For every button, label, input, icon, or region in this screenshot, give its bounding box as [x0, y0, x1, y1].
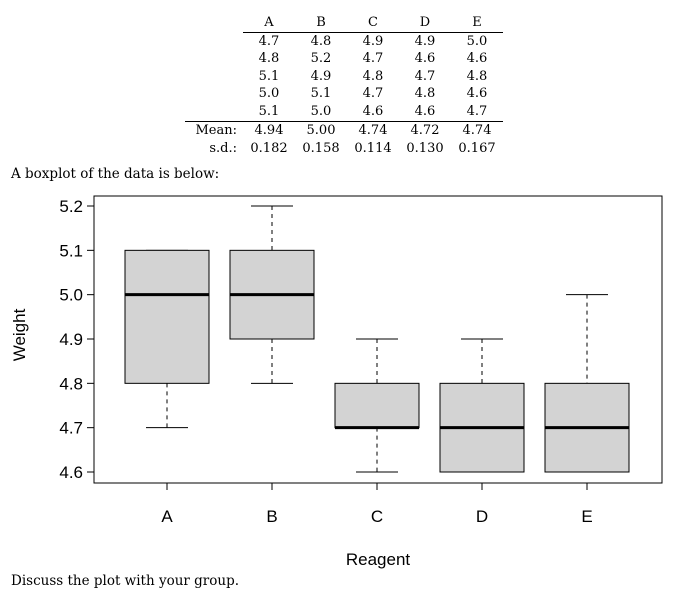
mean-cell: 4.94	[243, 121, 295, 140]
x-axis: A B C D E	[161, 483, 593, 526]
boxes	[124, 205, 630, 473]
table-row: 5.1 5.0 4.6 4.6 4.7	[185, 103, 503, 122]
mean-cell: 4.74	[347, 121, 399, 140]
table-corner	[185, 14, 243, 32]
table-cell: 4.9	[362, 33, 384, 49]
table-cell: 4.7	[466, 103, 488, 119]
table-cell: 4.7	[258, 33, 280, 49]
table-cell: 4.6	[414, 103, 436, 119]
sd-cell: 0.114	[354, 140, 392, 156]
table-cell: 4.7	[362, 86, 384, 101]
table-cell: 5.0	[258, 86, 280, 101]
table-cell: 5.0	[310, 103, 332, 119]
table-col-header: C	[347, 14, 399, 33]
table-row: 5.1 4.9 4.8 4.7 4.8	[185, 68, 503, 86]
sd-cell: 0.182	[250, 140, 288, 156]
box-C	[334, 338, 420, 473]
table-cell: 5.1	[258, 103, 280, 119]
y-tick-label: 5.1	[59, 241, 83, 260]
table-cell: 4.6	[466, 51, 488, 66]
mean-cell: 5.00	[295, 121, 347, 140]
table-row: 5.0 5.1 4.7 4.8 4.6	[185, 85, 503, 103]
table-row: 4.8 5.2 4.7 4.6 4.6	[185, 50, 503, 68]
table-col-header: E	[451, 14, 503, 33]
table-cell: 4.6	[414, 51, 436, 66]
table-sd-row: s.d.: 0.182 0.158 0.114 0.130 0.167	[185, 140, 503, 158]
table-col-header: A	[243, 14, 295, 33]
sd-label: s.d.:	[209, 140, 237, 156]
footer-text: Discuss the plot with your group.	[11, 573, 240, 589]
table-mean-row: Mean: 4.94 5.00 4.74 4.72 4.74	[185, 121, 503, 140]
box-B	[229, 205, 315, 384]
intro-text: A boxplot of the data is below:	[11, 166, 220, 182]
table-col-header: D	[399, 14, 451, 33]
box-iqr	[334, 382, 420, 429]
table-cell: 4.6	[362, 103, 384, 119]
y-axis: 4.6 4.7 4.8 4.9 5.0 5.1 5.2	[59, 197, 94, 482]
table-cell: 4.6	[466, 86, 488, 101]
table-cell: 4.7	[362, 51, 384, 66]
box-D	[439, 338, 525, 473]
table-cell: 4.7	[414, 68, 436, 84]
table-cell: 5.1	[310, 86, 332, 101]
y-axis-label: Weight	[10, 308, 29, 361]
sd-cell: 0.158	[302, 140, 340, 156]
table-cell: 4.8	[414, 86, 436, 101]
box-A	[124, 249, 210, 429]
table-cell: 4.8	[362, 68, 384, 84]
x-tick-label: C	[371, 507, 383, 526]
x-tick-label: E	[581, 507, 592, 526]
boxplot-chart: 4.6 4.7 4.8 4.9 5.0 5.1 5.2 A B C D E Reagent Weig…	[10, 195, 663, 569]
table-col-header: B	[295, 14, 347, 33]
table-cell: 5.1	[258, 68, 280, 84]
y-tick-label: 5.0	[59, 286, 83, 305]
mean-label: Mean:	[185, 121, 243, 140]
y-tick-label: 4.8	[59, 374, 83, 393]
box-iqr	[124, 249, 210, 384]
x-tick-label: B	[266, 507, 277, 526]
table-row: 4.7 4.8 4.9 4.9 5.0	[185, 32, 503, 50]
table-cell: 5.0	[466, 33, 488, 49]
mean-cell: 4.72	[399, 121, 451, 140]
x-axis-label: Reagent	[346, 550, 411, 569]
mean-cell: 4.74	[451, 121, 503, 140]
box-E	[544, 294, 630, 473]
sd-cell: 0.130	[406, 140, 444, 156]
table-cell: 5.2	[310, 51, 332, 66]
sd-cell: 0.167	[458, 140, 496, 156]
table-cell: 4.8	[258, 51, 280, 66]
y-tick-label: 4.6	[59, 463, 83, 482]
table-cell: 4.8	[310, 33, 332, 49]
y-tick-label: 4.7	[59, 419, 83, 438]
y-tick-label: 5.2	[59, 197, 83, 216]
table-cell: 4.9	[310, 68, 332, 84]
data-table: A B C D E 4.7 4.8 4.9 4.9 5.0 4.8 5.2 4.…	[185, 14, 503, 157]
table-cell: 4.8	[466, 68, 488, 84]
y-tick-label: 4.9	[59, 330, 83, 349]
x-tick-label: A	[161, 507, 173, 526]
x-tick-label: D	[476, 507, 488, 526]
table-cell: 4.9	[414, 33, 436, 49]
